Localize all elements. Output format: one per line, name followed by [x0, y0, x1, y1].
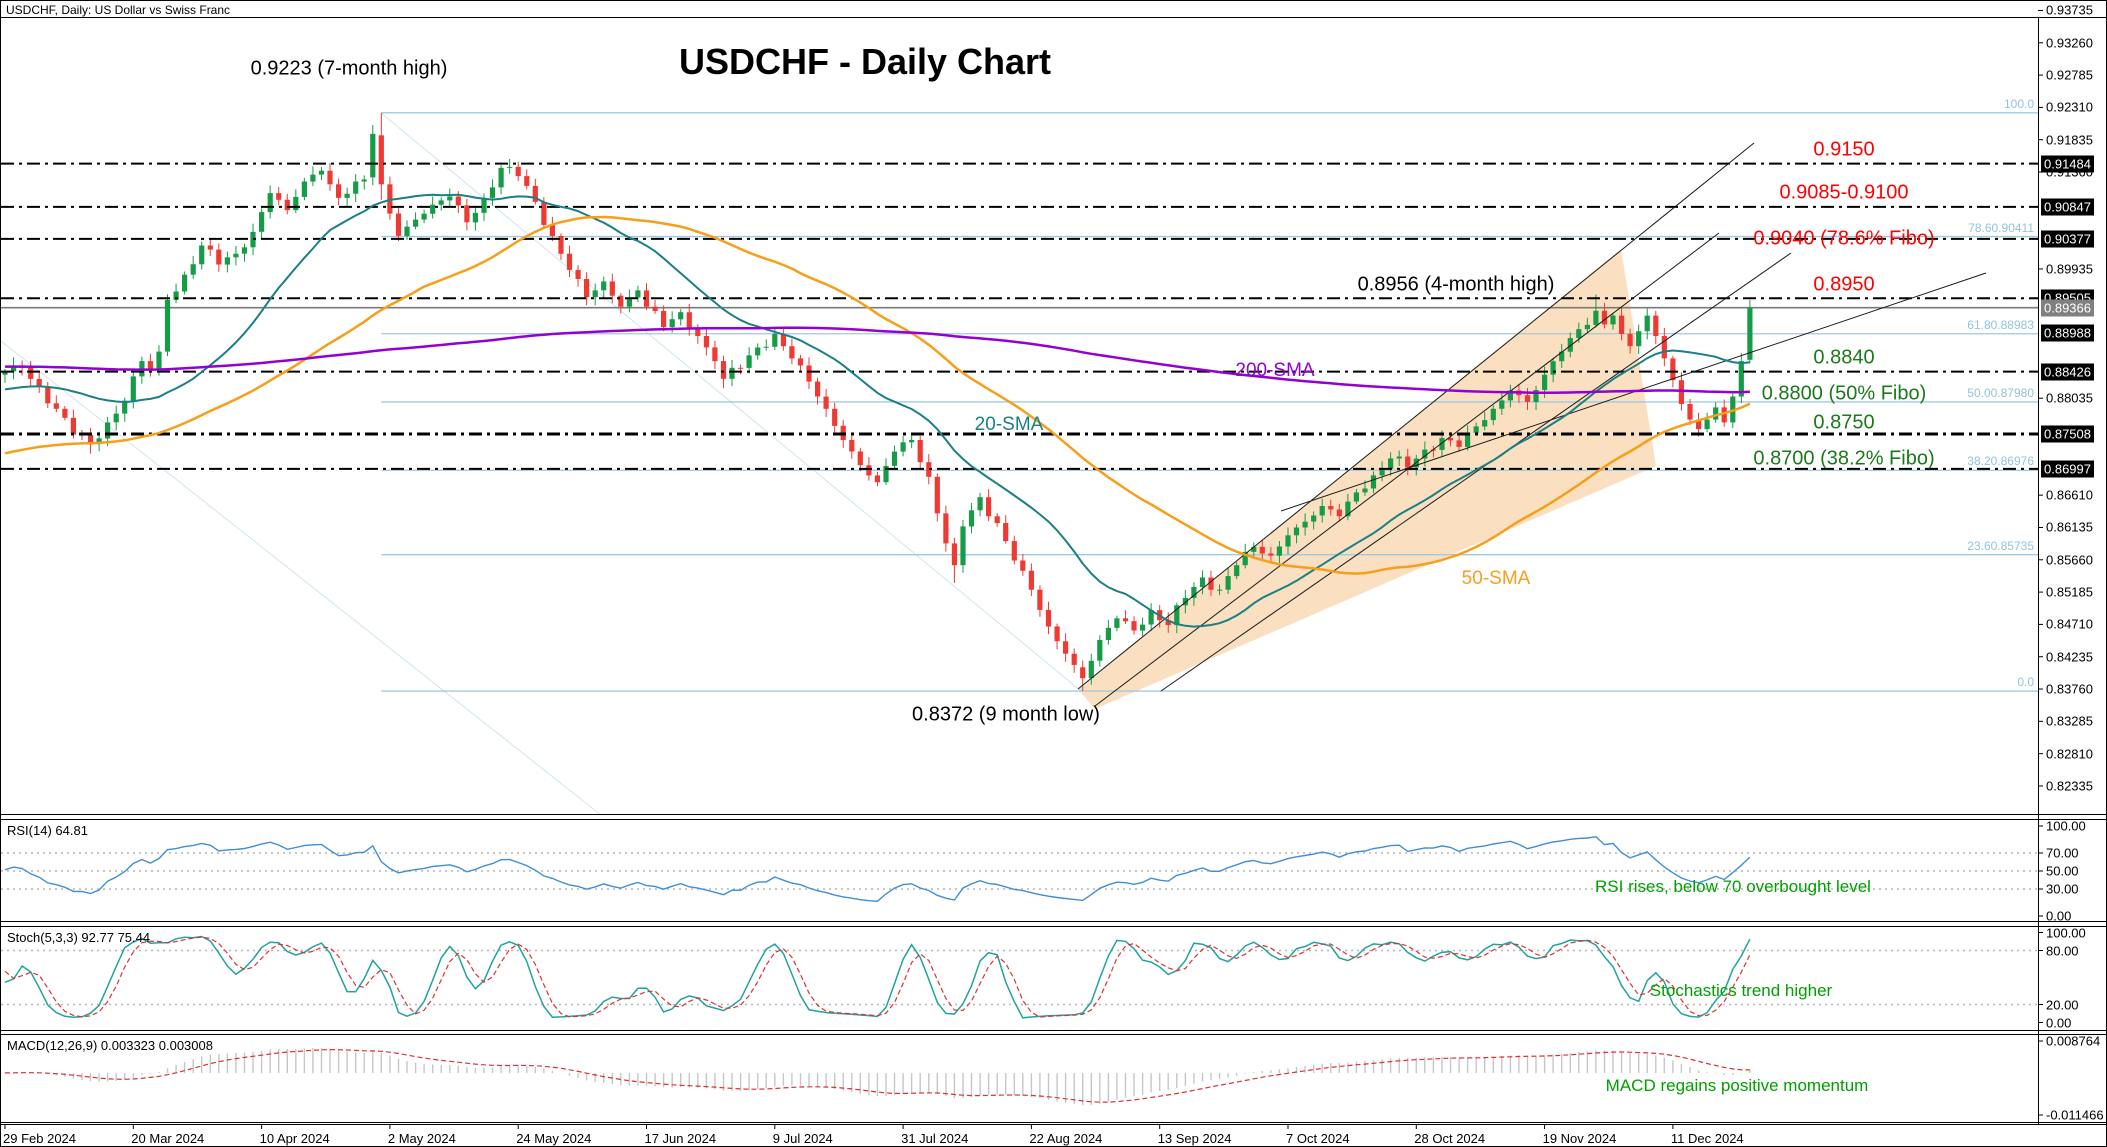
macd-label: MACD(12,26,9) 0.003323 0.003008 [7, 1038, 213, 1053]
level-label-0.9040 (78.6% Fibo): 0.9040 (78.6% Fibo) [1753, 227, 1935, 250]
annotation-seven-month-high: 0.9223 (7-month high) [250, 57, 448, 80]
date-tick-9 Jul 2024: 9 Jul 2024 [772, 1131, 833, 1146]
rsi-axis-30.00: 30.00 [2046, 881, 2079, 897]
date-tick-11 Dec 2024: 11 Dec 2024 [1670, 1131, 1744, 1146]
price-axis-0.86135: 0.86135 [2046, 519, 2093, 535]
level-label-0.8840: 0.8840 [1813, 346, 1875, 369]
date-tick-31 Jul 2024: 31 Jul 2024 [901, 1131, 969, 1146]
label-20-sma: 20-SMA [974, 414, 1044, 435]
price-axis-0.85185: 0.85185 [2046, 584, 2093, 600]
price-axis-0.84710: 0.84710 [2046, 616, 2093, 632]
price-axis-0.92785: 0.92785 [2046, 67, 2093, 83]
price-axis-0.93260: 0.93260 [2046, 35, 2093, 51]
chart-title: USDCHF - Daily Chart [678, 41, 1052, 82]
stoch-axis-0.00: 0.00 [2046, 1015, 2072, 1030]
price-axis-0.83760: 0.83760 [2046, 681, 2093, 697]
date-tick-22 Aug 2024: 22 Aug 2024 [1029, 1131, 1103, 1146]
level-label-0.8950: 0.8950 [1813, 273, 1875, 296]
level-label-0.8750: 0.8750 [1813, 411, 1875, 434]
rsi-note: RSI rises, below 70 overbought level [1595, 877, 1871, 896]
price-axis-box-0.90377: 0.90377 [2041, 230, 2094, 248]
label-50-sma: 50-SMA [1461, 568, 1531, 589]
fibo-label-50.00.87980: 50.00.87980 [1967, 385, 2034, 400]
fibo-label-23.60.85735: 23.60.85735 [1967, 538, 2034, 553]
price-axis-0.91835: 0.91835 [2046, 132, 2093, 148]
price-axis-box-0.88426: 0.88426 [2041, 363, 2094, 381]
fibo-label-61.80.88983: 61.80.88983 [1967, 317, 2034, 332]
level-label-0.8700 (38.2% Fibo): 0.8700 (38.2% Fibo) [1753, 447, 1935, 470]
fibo-label-0.0: 0.0 [2017, 675, 2034, 690]
level-label-0.9085-0.9100: 0.9085-0.9100 [1779, 181, 1909, 204]
annotation-four-month-high: 0.8956 (4-month high) [1357, 273, 1555, 296]
date-tick-13 Sep 2024: 13 Sep 2024 [1157, 1131, 1232, 1146]
level-label-0.8800 (50% Fibo): 0.8800 (50% Fibo) [1761, 382, 1927, 405]
stoch-label: Stoch(5,3,3) 92.77 75.44 [7, 930, 151, 945]
rsi-label: RSI(14) 64.81 [7, 823, 88, 838]
macd-axis-top: 0.008764 [2046, 1033, 2101, 1049]
price-axis-0.82810: 0.82810 [2046, 746, 2093, 762]
price-axis-0.82335: 0.82335 [2046, 778, 2093, 794]
price-axis-box-0.88988: 0.88988 [2041, 324, 2094, 342]
label-200-sma: 200-SMA [1235, 360, 1315, 381]
price-axis-0.89935: 0.89935 [2046, 261, 2093, 277]
annotation-nine-month-low: 0.8372 (9 month low) [912, 703, 1100, 726]
stoch-note: Stochastics trend higher [1649, 981, 1833, 1000]
date-tick-17 Jun 2024: 17 Jun 2024 [644, 1131, 717, 1146]
price-axis-0.93735: 0.93735 [2046, 2, 2093, 18]
date-tick-10 Apr 2024: 10 Apr 2024 [259, 1131, 330, 1146]
symbol-header: USDCHF, Daily: US Dollar vs Swiss Franc [6, 3, 231, 17]
date-tick-19 Nov 2024: 19 Nov 2024 [1542, 1131, 1617, 1146]
date-tick-24 May 2024: 24 May 2024 [516, 1131, 592, 1146]
fibo-label-38.20.86976: 38.20.86976 [1967, 454, 2034, 469]
price-axis-0.92310: 0.92310 [2046, 99, 2093, 115]
stoch-axis-80.00: 80.00 [2046, 943, 2079, 958]
price-axis-0.84235: 0.84235 [2046, 649, 2093, 665]
price-axis-current: 0.89366 [2041, 299, 2094, 317]
stoch-axis-20.00: 20.00 [2046, 997, 2079, 1012]
date-tick-28 Oct 2024: 28 Oct 2024 [1414, 1131, 1486, 1146]
date-tick-2 May 2024: 2 May 2024 [387, 1131, 456, 1146]
fibo-label-78.60.90411: 78.60.90411 [1968, 220, 2034, 235]
price-axis-0.85660: 0.85660 [2046, 552, 2093, 568]
rsi-axis-100.00: 100.00 [2046, 818, 2086, 834]
macd-note: MACD regains positive momentum [1605, 1076, 1869, 1095]
date-tick-29 Feb 2024: 29 Feb 2024 [3, 1131, 77, 1146]
price-axis-box-0.87508: 0.87508 [2041, 425, 2094, 443]
rsi-axis-70.00: 70.00 [2046, 845, 2079, 861]
price-axis-box-0.91484: 0.91484 [2041, 155, 2094, 173]
date-tick-20 Mar 2024: 20 Mar 2024 [131, 1131, 205, 1146]
stoch-axis-100.00: 100.00 [2046, 925, 2086, 940]
price-axis-box-0.86997: 0.86997 [2041, 460, 2094, 478]
price-axis-0.83285: 0.83285 [2046, 713, 2093, 729]
rsi-axis-0.00: 0.00 [2046, 908, 2072, 924]
price-axis-0.86610: 0.86610 [2046, 487, 2093, 503]
price-axis-0.88035: 0.88035 [2046, 390, 2093, 406]
price-axis-box-0.90847: 0.90847 [2041, 198, 2094, 216]
rsi-axis-50.00: 50.00 [2046, 863, 2079, 879]
macd-axis-bottom: -0.011466 [2046, 1107, 2104, 1123]
fibo-label-100.0: 100.0 [2003, 96, 2034, 111]
date-tick-7 Oct 2024: 7 Oct 2024 [1285, 1131, 1350, 1146]
level-label-0.9150: 0.9150 [1813, 138, 1875, 161]
